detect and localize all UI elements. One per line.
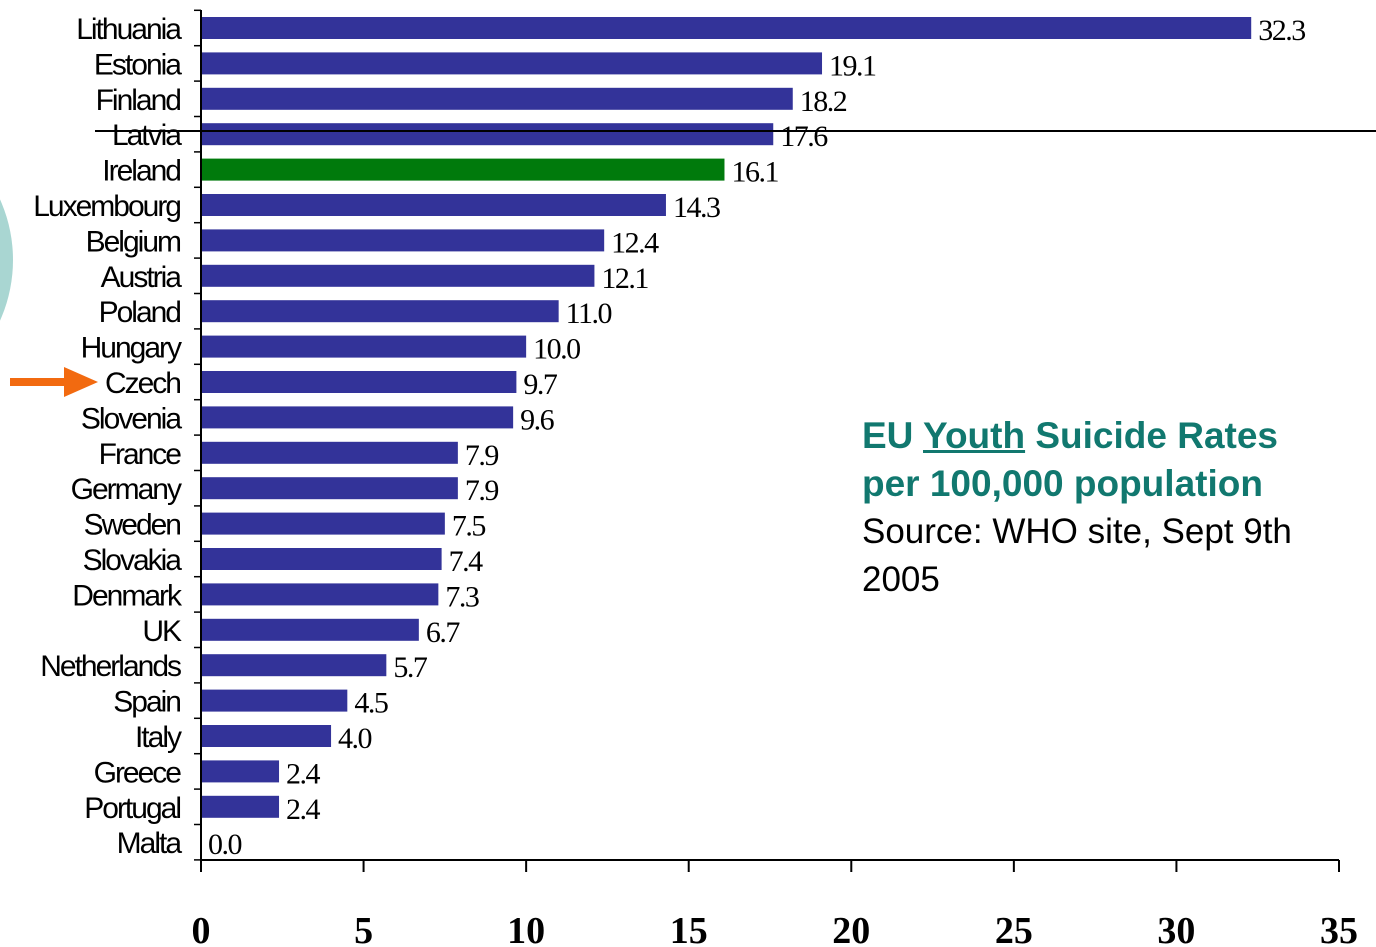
category-label-greece: Greece: [94, 756, 182, 789]
bar-luxembourg: [201, 194, 666, 216]
caption-subtitle: per 100,000 population: [862, 463, 1263, 504]
value-label-portugal: 2.4: [286, 793, 321, 826]
value-label-hungary: 10.0: [533, 333, 580, 366]
caption-source: Source: WHO site, Sept 9th 2005: [862, 512, 1292, 599]
category-label-belgium: Belgium: [86, 225, 181, 258]
category-label-czech: Czech: [105, 367, 180, 400]
category-label-austria: Austria: [101, 261, 183, 294]
bar-germany: [201, 477, 458, 500]
bar-uk: [201, 618, 419, 641]
category-label-uk: UK: [142, 615, 182, 648]
category-label-italy: Italy: [135, 721, 182, 754]
bar-estonia: [201, 52, 823, 75]
bar-belgium: [201, 229, 605, 252]
value-label-austria: 12.1: [601, 262, 648, 295]
value-label-spain: 4.5: [354, 687, 388, 720]
bar-slovenia: [201, 406, 514, 429]
category-label-hungary: Hungary: [81, 332, 182, 365]
value-label-greece: 2.4: [286, 757, 321, 790]
bar-italy: [201, 725, 332, 747]
value-label-ireland: 16.1: [731, 156, 778, 189]
x-tick-label-5: 5: [354, 910, 373, 947]
x-tick-label-20: 20: [832, 910, 870, 947]
bar-hungary: [201, 335, 527, 358]
bar-ireland: [201, 158, 725, 181]
value-label-belgium: 12.4: [611, 226, 659, 259]
bar-lithuania: [201, 17, 1252, 39]
value-label-latvia: 17.6: [780, 120, 828, 153]
bar-czech: [201, 371, 517, 393]
value-label-denmark: 7.3: [445, 580, 479, 613]
category-label-finland: Finland: [96, 84, 181, 117]
caption-prefix: EU: [862, 415, 924, 456]
value-label-finland: 18.2: [800, 85, 847, 118]
bar-portugal: [201, 795, 280, 818]
value-label-france: 7.9: [465, 439, 499, 472]
value-label-malta: 0.0: [208, 828, 242, 861]
value-label-germany: 7.9: [465, 474, 499, 507]
bar-austria: [201, 264, 595, 287]
category-label-latvia: Latvia: [112, 119, 182, 152]
bar-spain: [201, 689, 348, 712]
caption-title: EU Youth Suicide Rates: [862, 412, 1372, 460]
x-tick-label-30: 30: [1157, 910, 1195, 947]
value-label-uk: 6.7: [426, 616, 461, 649]
arrow-icon: [10, 367, 98, 397]
value-label-sweden: 7.5: [452, 510, 486, 543]
category-label-spain: Spain: [113, 686, 180, 719]
value-label-italy: 4.0: [338, 722, 372, 755]
category-label-germany: Germany: [71, 473, 182, 506]
category-label-poland: Poland: [99, 296, 181, 329]
x-tick-label-10: 10: [507, 910, 545, 947]
x-tick-label-15: 15: [670, 910, 708, 947]
category-label-sweden: Sweden: [84, 509, 181, 542]
category-label-portugal: Portugal: [84, 792, 180, 825]
bar-france: [201, 441, 458, 464]
bar-greece: [201, 760, 280, 783]
x-tick-label-25: 25: [995, 910, 1033, 947]
category-label-malta: Malta: [117, 827, 183, 860]
category-label-slovenia: Slovenia: [81, 402, 182, 435]
x-tick-label-0: 0: [192, 910, 211, 947]
x-tick-label-35: 35: [1320, 910, 1358, 947]
bar-slovakia: [201, 548, 442, 570]
value-label-luxembourg: 14.3: [673, 191, 720, 224]
category-label-luxembourg: Luxembourg: [33, 190, 180, 223]
value-label-czech: 9.7: [523, 368, 558, 401]
category-label-netherlands: Netherlands: [40, 650, 181, 683]
value-label-slovakia: 7.4: [449, 545, 484, 578]
value-label-lithuania: 32.3: [1258, 14, 1305, 47]
caption-underlined: Youth: [923, 415, 1026, 456]
bar-poland: [201, 300, 559, 323]
caption-suffix: Suicide Rates: [1025, 415, 1279, 456]
bar-netherlands: [201, 654, 387, 677]
category-label-lithuania: Lithuania: [76, 13, 182, 46]
category-label-denmark: Denmark: [72, 579, 183, 612]
value-label-netherlands: 5.7: [393, 651, 428, 684]
category-label-estonia: Estonia: [94, 48, 182, 81]
category-label-ireland: Ireland: [102, 155, 180, 188]
bar-sweden: [201, 512, 445, 535]
bar-denmark: [201, 583, 439, 606]
value-label-slovenia: 9.6: [520, 403, 555, 436]
value-label-poland: 11.0: [566, 297, 612, 330]
decorative-circle: [0, 199, 13, 321]
value-label-estonia: 19.1: [829, 49, 876, 82]
category-label-slovakia: Slovakia: [83, 544, 183, 577]
chart-caption: EU Youth Suicide Rates per 100,000 popul…: [862, 412, 1372, 604]
category-label-france: France: [99, 438, 182, 471]
bar-latvia: [201, 123, 774, 146]
bar-finland: [201, 87, 793, 110]
